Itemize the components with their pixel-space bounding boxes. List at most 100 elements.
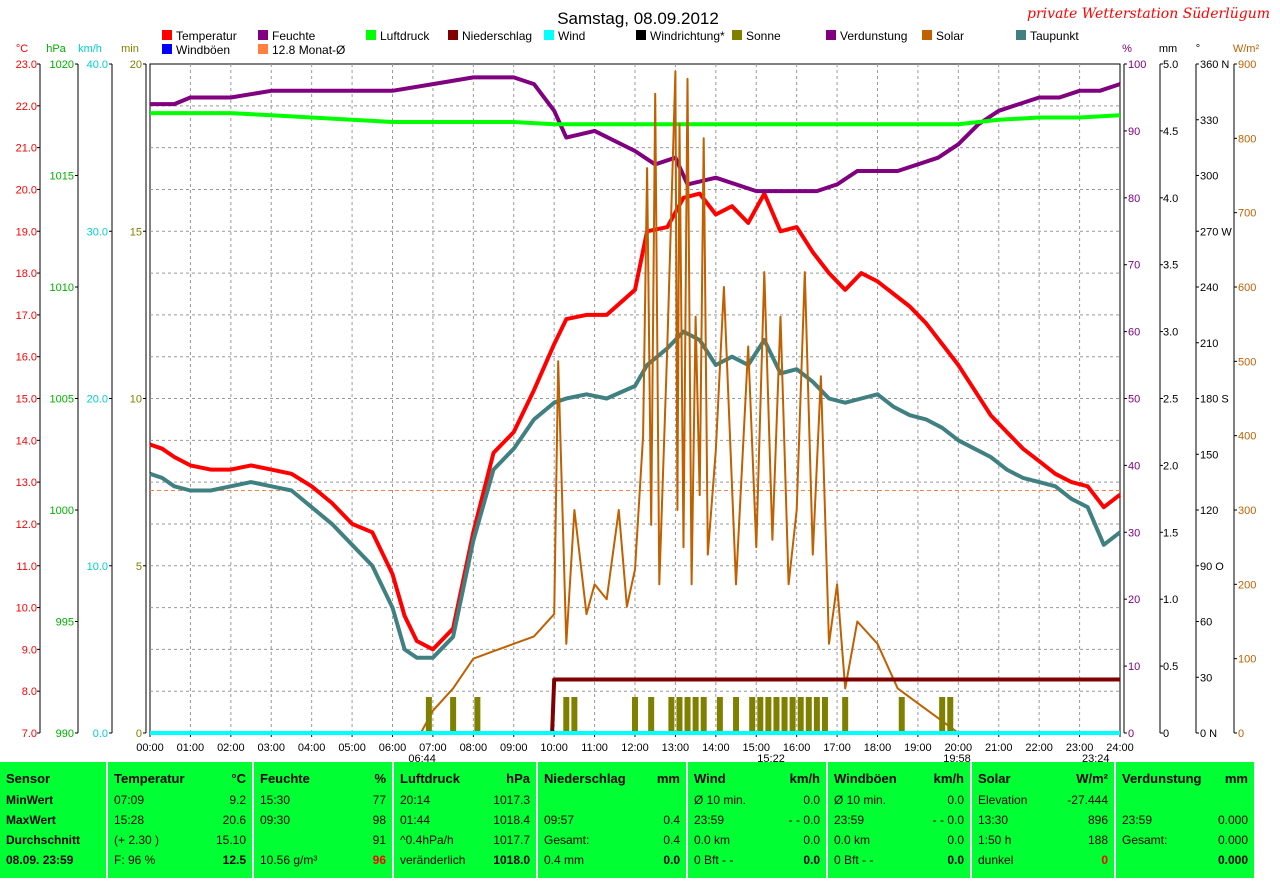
temperature-tick-label: 7.0: [22, 728, 37, 740]
legend-swatch: [922, 30, 932, 40]
direction-tick-label: 240: [1200, 282, 1218, 294]
panel-row: 15:28 20.6: [108, 810, 252, 830]
solar-tick-label: 600: [1238, 282, 1256, 294]
panel-row: 13:30 896: [972, 810, 1114, 830]
x-tick-label: 09:00: [500, 742, 528, 754]
x-tick-label: 15:00: [742, 742, 770, 754]
wind-tick-label: 40.0: [87, 59, 108, 71]
panel-row: 09:57 0.4: [538, 810, 686, 830]
x-tick-label: 11:00: [581, 742, 608, 754]
panel-row-value: - - 0.0: [788, 813, 820, 827]
solar-unit: W/m²: [1233, 43, 1260, 55]
panel-row-value: 1017.3: [493, 793, 530, 807]
panel-row-label: Ø 10 min.: [694, 793, 747, 807]
panel-row-label: dunkel: [978, 853, 1014, 867]
humidity-unit: %: [1122, 43, 1132, 55]
precip-tick-label: 3.0: [1163, 327, 1178, 339]
precip-tick-label: 2.0: [1163, 460, 1178, 472]
panel-row-label: 1:50 h: [978, 833, 1012, 847]
panel-row: 08.09. 23:59: [0, 850, 106, 870]
temperature-tick-label: 14.0: [16, 435, 37, 447]
panel-row-label: 15:28: [114, 813, 145, 827]
panel-row: [1116, 790, 1254, 810]
x-tick-label: 16:00: [783, 742, 811, 754]
panel-row-value: 0.4: [663, 813, 680, 827]
series-solar: [419, 70, 959, 734]
panel-row: Gesamt: 0.000: [1116, 830, 1254, 850]
legend-label: Windrichtung*: [650, 29, 725, 43]
panel-row: 20:14 1017.3: [394, 790, 536, 810]
panel-row-value: 0.000: [1217, 833, 1248, 847]
panel-row-label: MaxWert: [6, 813, 56, 827]
panel-row: 0 Bft - - 0.0: [688, 850, 826, 870]
sun-bar: [805, 697, 812, 733]
panel-row-label: 0.4 mm: [544, 853, 585, 867]
sun-bar: [700, 697, 707, 733]
pressure-tick-label: 995: [56, 617, 74, 629]
panel-row: 0.0 km 0.0: [828, 830, 970, 850]
precip-tick-label: 0: [1163, 728, 1169, 740]
panel-title: Sensor: [6, 771, 51, 786]
panel-row-value: 1017.7: [493, 833, 530, 847]
temperature-unit: °C: [16, 43, 28, 55]
precip-tick-label: 4.5: [1163, 126, 1178, 138]
panel-row: Elevation -27.444: [972, 790, 1114, 810]
panel-title: Windböen: [834, 771, 897, 786]
panel-row-value: 0.0: [803, 793, 820, 807]
panel-row: MinWert: [0, 790, 106, 810]
x-tick-label: 01:00: [177, 742, 205, 754]
sun-bar: [692, 697, 699, 733]
panel-row: Ø 10 min. 0.0: [688, 790, 826, 810]
panel-row: ^0.4hPa/h 1017.7: [394, 830, 536, 850]
x-event-label: 06:44: [408, 753, 436, 762]
panel-row-value: 20.6: [222, 813, 246, 827]
panel-row-value: 0.000: [1217, 813, 1248, 827]
panel-row-label: 0 Bft - -: [694, 853, 734, 867]
x-tick-label: 23:00: [1066, 742, 1094, 754]
direction-tick-label: 270 W: [1200, 226, 1232, 238]
temperature-tick-label: 15.0: [16, 394, 37, 406]
temperature-tick-label: 22.0: [16, 101, 37, 113]
sun-bar: [765, 697, 772, 733]
panel-row-value: 0.0: [947, 793, 964, 807]
panel-row-value: 1018.4: [493, 813, 530, 827]
x-tick-label: 13:00: [662, 742, 690, 754]
legend-swatch: [258, 44, 268, 54]
x-event-label: 19:58: [943, 753, 971, 762]
temperature-tick-label: 11.0: [16, 561, 37, 573]
panel-row: 23:59 0.000: [1116, 810, 1254, 830]
humidity-tick-label: 0: [1128, 728, 1134, 740]
panel-section-2: Feuchte% 15:30 77 09:30 98 91 10.56 g/m³ 96: [254, 762, 394, 878]
panel-row-value: 96: [372, 853, 386, 867]
panel-row: 01:44 1018.4: [394, 810, 536, 830]
humidity-tick-label: 30: [1128, 527, 1140, 539]
direction-tick-label: 60: [1200, 617, 1212, 629]
solar-tick-label: 300: [1238, 505, 1256, 517]
panel-row-label: F: 96 %: [114, 853, 156, 867]
temperature-tick-label: 21.0: [16, 143, 37, 155]
panel-row: 0.4 mm 0.0: [538, 850, 686, 870]
panel-section-4: Niederschlag mm 09:57 0.4 Gesamt: 0.4 0.4 mm 0.…: [538, 762, 688, 878]
chart-grid: [149, 63, 1121, 734]
legend-swatch: [448, 30, 458, 40]
panel-row-label: MinWert: [6, 793, 54, 807]
chart-title: Samstag, 08.09.2012: [557, 9, 719, 28]
panel-row: 15:30 77: [254, 790, 392, 810]
humidity-tick-label: 10: [1128, 661, 1140, 673]
temperature-tick-label: 20.0: [16, 184, 37, 196]
panel-row-value: 12.5: [222, 853, 246, 867]
legend-swatch: [636, 30, 646, 40]
panel-section-1: Temperatur °C 07:09 9.2 15:28 20.6 (+ 2.30 ) 15…: [108, 762, 254, 878]
panel-row-value: 0: [1101, 853, 1108, 867]
temperature-tick-label: 9.0: [22, 644, 37, 656]
legend-label: Wind: [558, 29, 585, 43]
panel-title: Luftdruck: [400, 771, 460, 786]
panel-section-5: Wind km/h Ø 10 min. 0.0 23:59- - 0.0 0.0 km 0.…: [688, 762, 828, 878]
panel-row-label: 09:30: [260, 813, 291, 827]
panel-row-label: 08.09. 23:59: [6, 853, 74, 867]
panel-row: 91: [254, 830, 392, 850]
sun-bar: [733, 697, 740, 733]
humidity-tick-label: 70: [1128, 260, 1140, 272]
panel-row-value: 15.10: [215, 833, 246, 847]
panel-row-value: 0.0: [803, 833, 820, 847]
